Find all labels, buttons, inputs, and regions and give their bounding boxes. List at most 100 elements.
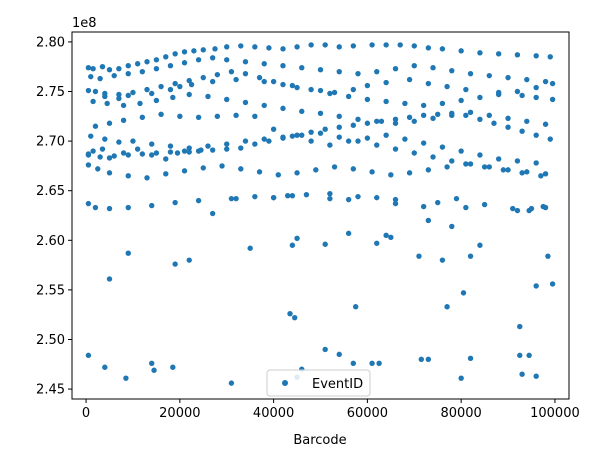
data-point xyxy=(352,304,359,310)
data-point xyxy=(158,83,164,90)
data-point xyxy=(92,204,99,211)
data-point xyxy=(125,92,131,99)
data-point xyxy=(547,136,553,142)
data-point xyxy=(116,66,122,72)
data-point xyxy=(355,138,361,144)
data-point xyxy=(99,146,106,152)
data-point xyxy=(228,195,235,202)
data-point xyxy=(369,42,375,48)
data-point xyxy=(102,136,108,142)
data-point xyxy=(327,190,333,197)
data-point xyxy=(477,50,483,56)
data-point xyxy=(195,197,202,204)
data-point xyxy=(209,210,216,217)
data-point xyxy=(376,360,382,366)
data-point xyxy=(533,283,539,289)
data-point xyxy=(280,63,286,69)
data-point xyxy=(224,141,230,147)
data-point xyxy=(524,118,530,124)
data-point xyxy=(95,166,101,172)
data-point xyxy=(149,141,155,147)
data-point xyxy=(85,151,92,157)
data-point xyxy=(392,66,399,72)
data-point xyxy=(374,118,380,124)
data-point xyxy=(99,64,106,70)
data-point xyxy=(519,170,525,176)
data-point xyxy=(392,120,399,126)
data-point xyxy=(167,149,174,155)
data-point xyxy=(549,80,556,87)
data-point xyxy=(130,89,136,96)
data-point xyxy=(317,130,324,136)
data-point xyxy=(280,134,286,140)
data-point xyxy=(163,54,169,60)
data-point xyxy=(369,360,375,366)
data-point xyxy=(299,132,305,138)
y-tick-label: 2.60 xyxy=(36,234,65,249)
data-point xyxy=(233,112,239,119)
data-point xyxy=(514,52,521,58)
data-point xyxy=(163,156,169,162)
data-point xyxy=(350,122,357,128)
data-point xyxy=(519,128,525,134)
data-point xyxy=(209,78,216,85)
data-point xyxy=(540,203,546,210)
data-point xyxy=(261,102,267,109)
data-point xyxy=(402,136,408,142)
x-tick-label: 20000 xyxy=(159,406,200,421)
data-point xyxy=(228,68,235,75)
data-point xyxy=(430,65,436,71)
data-point xyxy=(167,86,174,93)
data-point xyxy=(97,154,103,160)
data-point xyxy=(125,173,131,179)
data-point xyxy=(292,314,298,321)
data-point xyxy=(205,93,211,100)
data-point xyxy=(477,242,483,248)
data-point xyxy=(88,133,94,139)
data-point xyxy=(261,136,267,142)
data-point xyxy=(85,65,92,71)
data-point xyxy=(533,373,539,379)
data-point xyxy=(252,113,258,120)
data-point xyxy=(144,59,150,65)
data-point xyxy=(444,304,450,310)
data-point xyxy=(238,145,244,151)
data-point xyxy=(425,356,432,363)
data-point xyxy=(397,42,403,48)
data-point xyxy=(383,232,389,239)
data-point xyxy=(167,143,174,149)
data-point xyxy=(486,112,492,119)
data-point xyxy=(280,46,286,52)
data-point xyxy=(256,74,263,81)
data-point xyxy=(533,84,539,91)
data-point xyxy=(270,126,277,132)
data-point xyxy=(505,74,511,81)
data-point xyxy=(322,241,328,247)
data-point xyxy=(181,49,188,55)
data-point xyxy=(90,148,96,154)
data-point xyxy=(383,79,389,86)
data-point xyxy=(158,111,164,118)
data-point xyxy=(167,63,174,69)
x-tick-label: 60000 xyxy=(347,406,388,421)
data-point xyxy=(188,81,195,88)
data-point xyxy=(317,87,324,94)
data-point xyxy=(198,147,204,153)
data-point xyxy=(322,42,328,48)
data-point xyxy=(425,45,432,51)
x-tick-label: 100000 xyxy=(530,406,580,421)
data-point xyxy=(106,155,113,161)
data-point xyxy=(514,207,521,214)
data-point xyxy=(355,70,361,77)
data-point xyxy=(153,97,160,104)
data-point xyxy=(90,98,96,105)
data-point xyxy=(149,202,155,209)
data-point xyxy=(519,371,525,377)
y-tick-label: 2.75 xyxy=(36,85,65,100)
data-point xyxy=(104,100,110,107)
data-point xyxy=(336,68,342,75)
data-point xyxy=(317,110,324,117)
data-point xyxy=(505,167,511,173)
data-point xyxy=(125,63,131,69)
